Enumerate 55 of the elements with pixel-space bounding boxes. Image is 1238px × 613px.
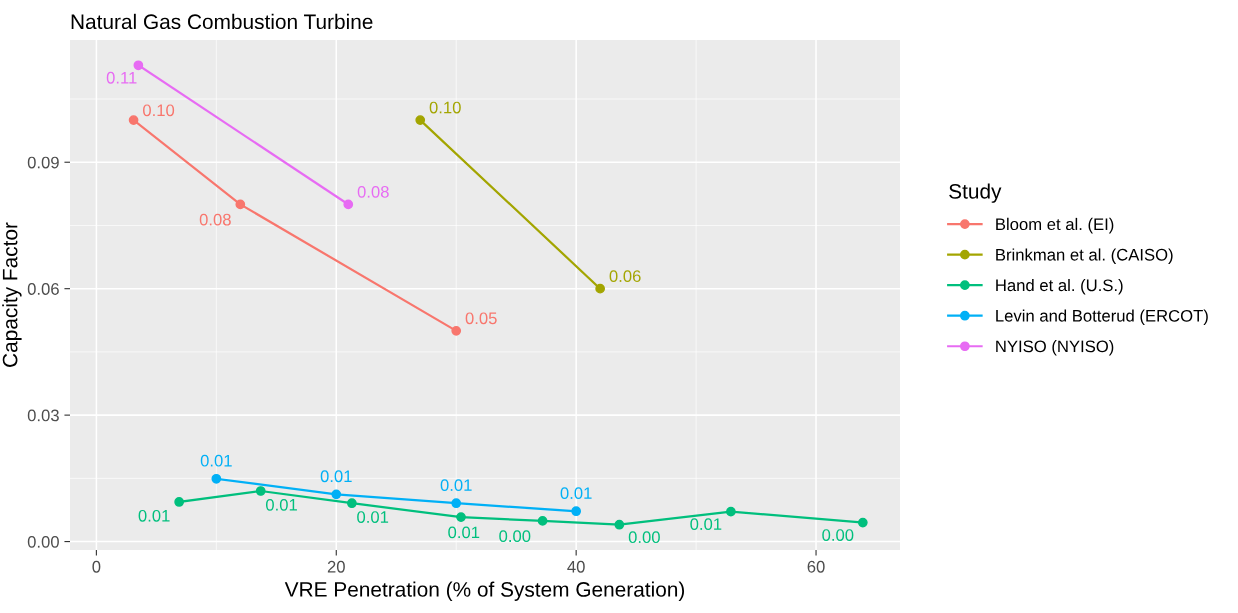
- point: [174, 497, 185, 507]
- point: [537, 516, 548, 526]
- y-tick-label: 0.09: [27, 156, 59, 169]
- point: [255, 486, 266, 496]
- point: [235, 199, 246, 210]
- data-label: 0.00: [499, 530, 531, 543]
- point: [128, 115, 139, 125]
- point: [614, 519, 625, 530]
- data-label: 0.01: [440, 479, 472, 492]
- y-tick-label: 0.03: [27, 409, 59, 422]
- point: [415, 115, 426, 125]
- point: [456, 512, 466, 522]
- x-tick-label: 0: [92, 560, 101, 573]
- point: [857, 517, 868, 528]
- point: [347, 498, 357, 509]
- point: [331, 489, 342, 500]
- point: [451, 325, 462, 336]
- point: [571, 506, 582, 517]
- legend-title: Study: [949, 183, 1002, 203]
- data-label: 0.05: [465, 312, 497, 325]
- y-axis-title: Capacity Factor: [2, 222, 22, 367]
- data-label: 0.01: [357, 511, 389, 523]
- data-label: 0.01: [690, 518, 722, 531]
- legend-label: Bloom et al. (EI): [996, 217, 1114, 234]
- data-label: 0.01: [560, 487, 592, 500]
- y-tick-label: 0.00: [27, 535, 59, 548]
- data-label: 0.10: [429, 101, 461, 114]
- legend-label: Levin and Botterud (ERCOT): [996, 309, 1208, 326]
- data-label: 0.06: [609, 270, 641, 283]
- x-axis-title: VRE Penetration (% of System Generation): [284, 581, 685, 601]
- data-label: 0.01: [448, 526, 480, 539]
- point: [343, 199, 354, 210]
- data-label: 0.01: [200, 454, 232, 467]
- legend-label: Hand et al. (U.S.): [996, 278, 1123, 295]
- x-tick-label: 20: [327, 560, 345, 573]
- data-label: 0.01: [320, 470, 352, 483]
- point: [211, 473, 222, 484]
- legend-label: Brinkman et al. (CAISO): [996, 248, 1173, 264]
- legend-label: NYISO (NYISO): [996, 340, 1114, 356]
- data-label: 0.10: [143, 104, 175, 117]
- data-label: 0.00: [628, 531, 660, 544]
- x-tick-label: 60: [807, 560, 825, 573]
- point: [726, 506, 736, 517]
- data-label: 0.08: [357, 185, 389, 198]
- point: [595, 283, 606, 294]
- chart-title: Natural Gas Combustion Turbine: [71, 13, 373, 30]
- data-label: 0.08: [199, 213, 231, 226]
- data-label: 0.11: [106, 71, 137, 84]
- y-tick-label: 0.06: [27, 283, 59, 295]
- data-label: 0.00: [822, 529, 854, 541]
- point: [133, 60, 144, 71]
- data-label: 0.01: [265, 498, 297, 511]
- data-label: 0.01: [138, 509, 170, 522]
- point: [451, 498, 462, 509]
- x-tick-label: 40: [567, 560, 585, 573]
